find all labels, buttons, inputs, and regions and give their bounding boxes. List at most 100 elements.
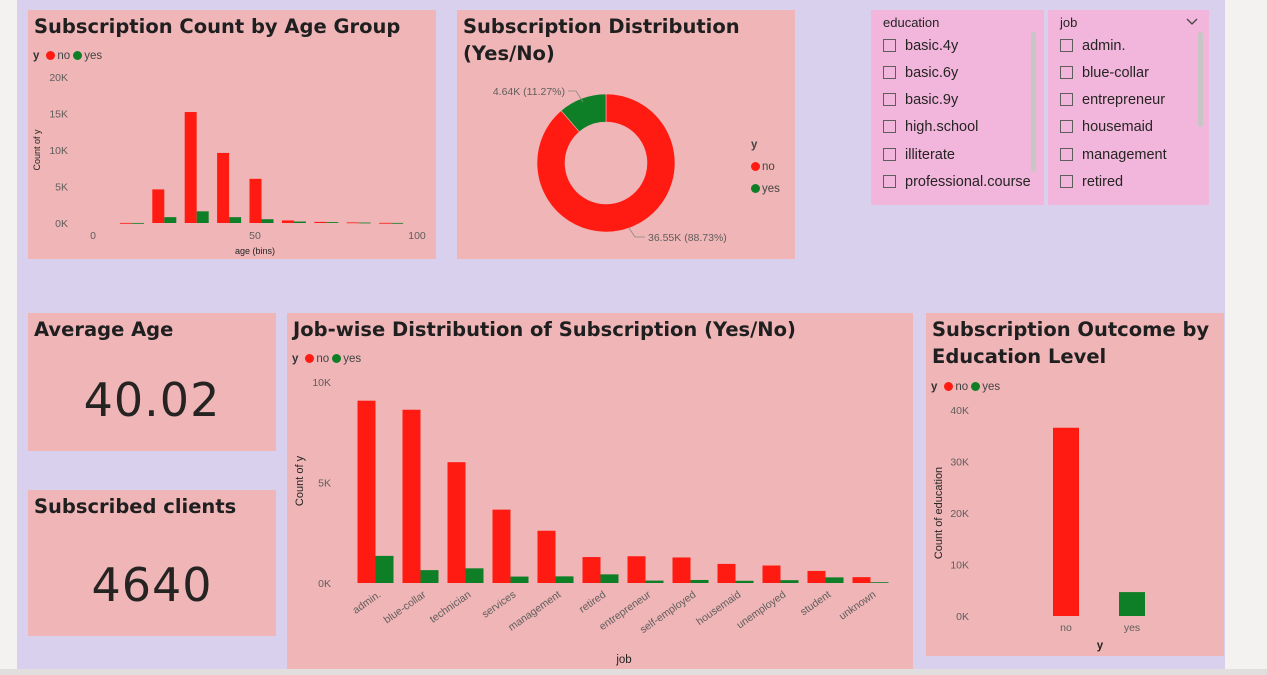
legend-no-dot (305, 354, 315, 363)
donut-chart-card[interactable]: Subscription Distribution (Yes/No) 4.64K… (457, 10, 795, 259)
subscribed-card[interactable]: Subscribed clients 4640 (28, 490, 276, 636)
job-chart-legend: y no yes (292, 353, 361, 365)
donut-legend-yes-label: yes (762, 183, 780, 195)
bar-yes (131, 222, 144, 224)
bar-yes (229, 217, 242, 223)
x-tick-label: unemployed (734, 589, 788, 632)
donut-chart-plot[interactable]: 4.64K (11.27%) 36.55K (88.73%) (457, 10, 795, 259)
bar-yes (465, 568, 484, 583)
donut-legend-no: no (751, 156, 780, 178)
education-option[interactable]: basic.9y (883, 90, 958, 110)
chevron-down-icon[interactable] (1186, 18, 1198, 26)
checkbox[interactable] (1060, 120, 1073, 133)
y-tick-label: 15K (49, 109, 68, 121)
donut-legend-title: y (751, 139, 758, 151)
job-option[interactable]: retired (1060, 172, 1123, 192)
bar-yes (780, 580, 799, 583)
x-tick-label: services (480, 589, 518, 621)
education-scrollbar[interactable] (1031, 32, 1036, 172)
checkbox[interactable] (883, 66, 896, 79)
donut-slice-yes (560, 93, 607, 133)
job-chart-plot[interactable]: 0K 5K 10K Count of y job admin.blue-collar tec… (287, 313, 913, 669)
x-axis-title: y (1097, 640, 1104, 652)
job-option-label: retired (1082, 174, 1124, 190)
edu-chart-card[interactable]: Subscription Outcome by Education Level … (926, 313, 1224, 656)
checkbox[interactable] (1060, 93, 1073, 106)
education-option[interactable]: illiterate (883, 145, 955, 165)
education-option[interactable]: high.school (883, 117, 978, 137)
education-option-label: professional.course (905, 174, 1031, 190)
bar-no (402, 409, 421, 583)
age-chart-legend: y no yes (33, 50, 102, 62)
checkbox[interactable] (883, 148, 896, 161)
donut-chart-title-line1: Subscription Distribution (463, 15, 740, 38)
checkbox[interactable] (883, 39, 896, 52)
job-option[interactable]: management (1060, 145, 1167, 165)
bar-no (119, 222, 132, 224)
education-option[interactable]: basic.4y (883, 36, 958, 56)
education-slicer[interactable]: education basic.4y basic.6y basic.9y hig… (871, 10, 1044, 205)
legend-yes-label: yes (982, 381, 1001, 393)
y-tick-label: 0K (318, 578, 331, 590)
x-tick-label: 50 (249, 230, 261, 242)
checkbox[interactable] (883, 93, 896, 106)
y-tick-label: 10K (950, 560, 969, 572)
job-option-label: housemaid (1082, 119, 1153, 135)
education-option[interactable]: professional.course (883, 172, 1031, 192)
job-option[interactable]: housemaid (1060, 117, 1153, 137)
bar-no (379, 222, 392, 224)
y-tick-label: 10K (312, 377, 331, 389)
y-tick-label: 0K (956, 611, 969, 623)
bar-no (346, 222, 359, 224)
bar-yes (420, 570, 439, 583)
job-option-label: blue-collar (1082, 65, 1149, 81)
avg-age-card[interactable]: Average Age 40.02 (28, 313, 276, 451)
checkbox[interactable] (1060, 148, 1073, 161)
bar-yes (196, 211, 209, 223)
education-option[interactable]: basic.6y (883, 63, 958, 83)
job-slicer[interactable]: job admin. blue-collar entrepreneur hous… (1048, 10, 1209, 205)
bar-yes (391, 222, 404, 224)
x-tick-label: technician (428, 589, 474, 626)
bar-no (249, 178, 262, 223)
data-label-no: 36.55K (88.73%) (648, 232, 727, 244)
bar-no (807, 570, 826, 583)
x-axis-title: job (615, 654, 631, 666)
education-option-label: basic.6y (905, 65, 959, 81)
checkbox[interactable] (1060, 66, 1073, 79)
y-tick-label: 30K (950, 457, 969, 469)
edu-chart-plot[interactable]: 0K 10K 20K 30K 40K Count of education y no yes (926, 313, 1224, 656)
edu-chart-title-line2: Education Level (932, 345, 1107, 368)
legend-no-dot (46, 51, 56, 60)
age-chart-plot[interactable]: 0K 5K 10K 15K 20K 0 50 100 age (bins) Count of y (28, 10, 436, 259)
job-option[interactable]: blue-collar (1060, 63, 1149, 83)
y-tick-label: 5K (318, 478, 331, 490)
bar-no (852, 577, 871, 583)
bar-yes (510, 576, 529, 583)
age-chart-card[interactable]: Subscription Count by Age Group y no yes 0… (28, 10, 436, 259)
bar-yes (261, 219, 274, 223)
checkbox[interactable] (883, 175, 896, 188)
job-option[interactable]: admin. (1060, 36, 1126, 56)
bar-yes (375, 555, 394, 583)
job-option[interactable]: entrepreneur (1060, 90, 1165, 110)
bar-yes (600, 574, 619, 583)
bar-no (1053, 427, 1079, 616)
y-axis-title: Count of y (294, 455, 306, 506)
checkbox[interactable] (1060, 39, 1073, 52)
job-option-label: entrepreneur (1082, 92, 1166, 108)
legend-title: y (931, 381, 938, 393)
bar-no (492, 509, 511, 583)
bar-no (582, 557, 601, 583)
bar-yes (690, 579, 709, 583)
legend-yes-label: yes (343, 353, 362, 365)
donut-legend-no-dot (751, 162, 760, 171)
job-scrollbar[interactable] (1198, 32, 1203, 127)
legend-title: y (292, 353, 299, 365)
checkbox[interactable] (883, 120, 896, 133)
bar-yes (326, 222, 339, 223)
job-chart-card[interactable]: Job-wise Distribution of Subscription (Y… (287, 313, 913, 669)
legend-title: y (33, 50, 40, 62)
checkbox[interactable] (1060, 175, 1073, 188)
leader-line-no (628, 227, 645, 238)
